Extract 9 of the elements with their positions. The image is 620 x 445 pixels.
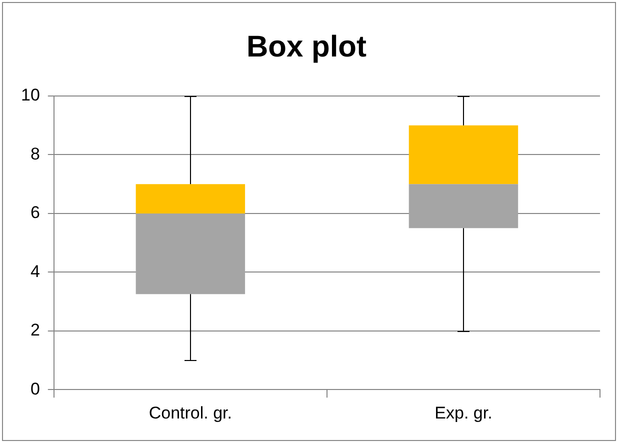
x-tick-label: Control. gr. bbox=[148, 403, 232, 422]
x-tick-label: Exp. gr. bbox=[434, 403, 492, 422]
y-tick-label: 0 bbox=[30, 379, 40, 398]
y-tick-label: 8 bbox=[30, 144, 40, 164]
y-tick-label: 4 bbox=[30, 262, 40, 281]
y-tick-label: 10 bbox=[20, 86, 40, 105]
y-tick-label: 2 bbox=[30, 320, 40, 340]
chart-title: Box plot bbox=[246, 30, 366, 64]
y-tick-label: 6 bbox=[30, 203, 40, 222]
